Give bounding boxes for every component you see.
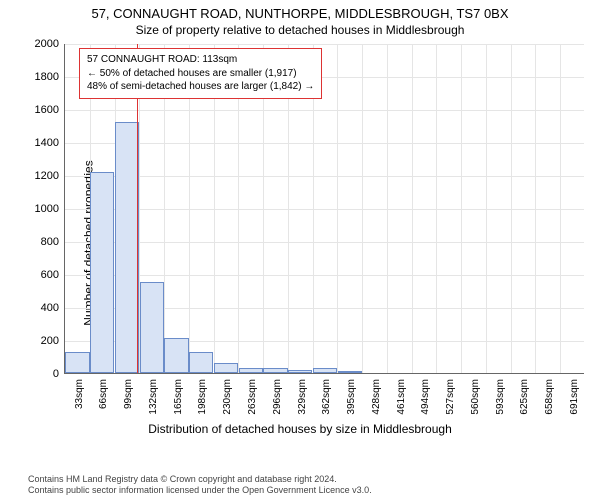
gridline-v xyxy=(436,44,437,373)
x-tick-label: 33sqm xyxy=(74,379,85,409)
plot-area: 020040060080010001200140016001800200033s… xyxy=(64,44,584,374)
y-tick-label: 200 xyxy=(41,335,59,347)
gridline-h xyxy=(65,176,584,177)
gridline-v xyxy=(486,44,487,373)
x-tick-label: 296sqm xyxy=(272,379,283,415)
x-tick-label: 230sqm xyxy=(222,379,233,415)
y-tick-label: 600 xyxy=(41,269,59,281)
x-axis-label: Distribution of detached houses by size … xyxy=(0,422,600,436)
gridline-h xyxy=(65,143,584,144)
x-tick-label: 362sqm xyxy=(321,379,332,415)
gridline-h xyxy=(65,209,584,210)
footer: Contains HM Land Registry data © Crown c… xyxy=(0,474,600,497)
gridline-v xyxy=(560,44,561,373)
gridline-v xyxy=(511,44,512,373)
x-tick-label: 165sqm xyxy=(173,379,184,415)
y-tick-label: 1800 xyxy=(35,71,59,83)
annotation-line-1: 57 CONNAUGHT ROAD: 113sqm xyxy=(87,53,314,67)
x-tick-label: 658sqm xyxy=(544,379,555,415)
gridline-v xyxy=(337,44,338,373)
gridline-h xyxy=(65,242,584,243)
x-tick-label: 691sqm xyxy=(569,379,580,415)
x-tick-label: 494sqm xyxy=(420,379,431,415)
histogram-bar xyxy=(115,122,139,373)
x-tick-label: 198sqm xyxy=(197,379,208,415)
y-tick-label: 1600 xyxy=(35,104,59,116)
gridline-v xyxy=(412,44,413,373)
histogram-bar xyxy=(140,282,164,373)
y-tick-label: 400 xyxy=(41,302,59,314)
histogram-bar xyxy=(313,368,337,373)
y-tick-label: 1200 xyxy=(35,170,59,182)
histogram-bar xyxy=(288,370,312,373)
x-tick-label: 66sqm xyxy=(98,379,109,409)
y-tick-label: 800 xyxy=(41,236,59,248)
x-tick-label: 625sqm xyxy=(519,379,530,415)
gridline-h xyxy=(65,44,584,45)
gridline-h xyxy=(65,275,584,276)
footer-line-1: Contains HM Land Registry data © Crown c… xyxy=(28,474,600,485)
annotation-line-2: ← 50% of detached houses are smaller (1,… xyxy=(87,67,314,81)
y-tick-label: 1400 xyxy=(35,137,59,149)
x-tick-label: 593sqm xyxy=(495,379,506,415)
gridline-v xyxy=(535,44,536,373)
histogram-bar xyxy=(164,338,188,373)
x-tick-label: 527sqm xyxy=(445,379,456,415)
chart-title: 57, CONNAUGHT ROAD, NUNTHORPE, MIDDLESBR… xyxy=(0,0,600,21)
annotation-line-3: 48% of semi-detached houses are larger (… xyxy=(87,80,314,94)
x-tick-label: 132sqm xyxy=(148,379,159,415)
x-tick-label: 329sqm xyxy=(297,379,308,415)
histogram-bar xyxy=(239,368,263,373)
chart-subtitle: Size of property relative to detached ho… xyxy=(0,21,600,37)
annotation-box: 57 CONNAUGHT ROAD: 113sqm ← 50% of detac… xyxy=(79,48,322,99)
x-tick-label: 99sqm xyxy=(123,379,134,409)
x-tick-label: 560sqm xyxy=(470,379,481,415)
x-tick-label: 428sqm xyxy=(371,379,382,415)
gridline-v xyxy=(362,44,363,373)
y-tick-label: 2000 xyxy=(35,38,59,50)
y-tick-label: 0 xyxy=(53,368,59,380)
chart-container: Number of detached properties 0200400600… xyxy=(0,38,600,448)
histogram-bar xyxy=(214,363,238,373)
histogram-bar xyxy=(189,352,213,373)
histogram-bar xyxy=(90,172,114,373)
histogram-bar xyxy=(263,368,287,373)
histogram-bar xyxy=(65,352,89,373)
footer-line-2: Contains public sector information licen… xyxy=(28,485,600,496)
gridline-v xyxy=(461,44,462,373)
x-tick-label: 395sqm xyxy=(346,379,357,415)
y-tick-label: 1000 xyxy=(35,203,59,215)
histogram-bar xyxy=(338,371,362,373)
x-tick-label: 263sqm xyxy=(247,379,258,415)
gridline-v xyxy=(387,44,388,373)
gridline-h xyxy=(65,110,584,111)
x-tick-label: 461sqm xyxy=(396,379,407,415)
